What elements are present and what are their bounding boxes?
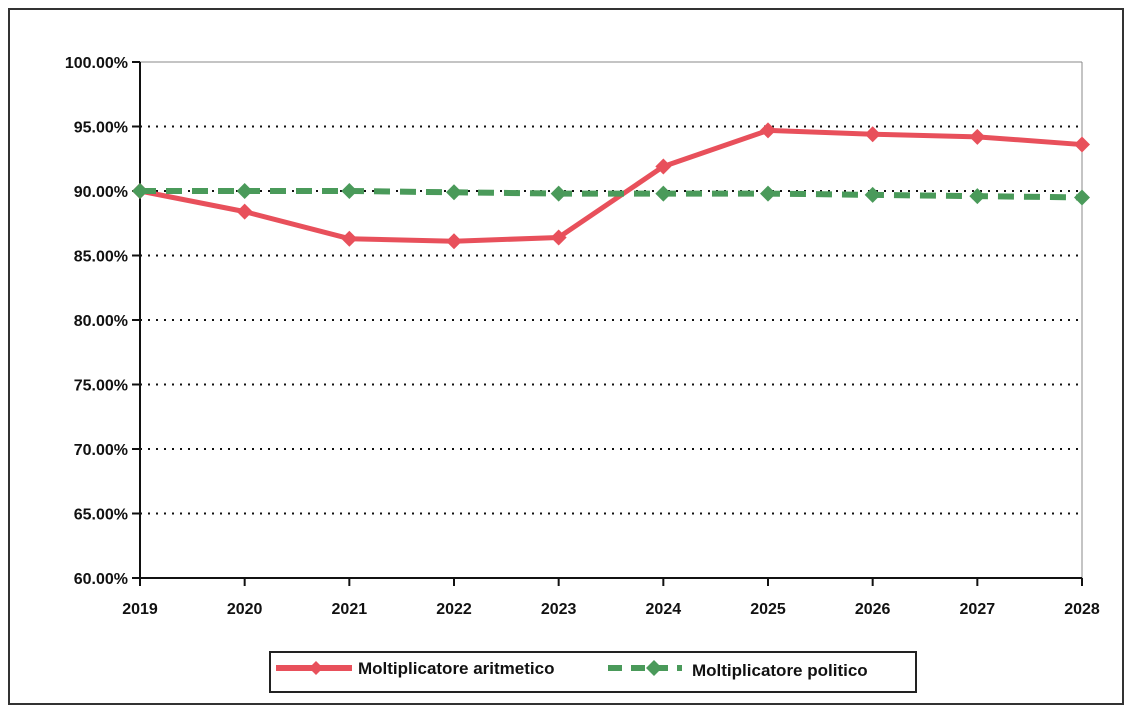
y-tick-label: 95.00% (74, 120, 128, 137)
legend: Moltiplicatore aritmetico Moltiplicatore… (269, 651, 917, 693)
x-tick-label: 2025 (750, 601, 786, 618)
y-tick-label: 90.00% (74, 184, 128, 201)
y-axis-tick-labels: 60.00% 65.00% 70.00% 75.00% 80.00% 85.00% 90.0… (65, 55, 128, 588)
x-axis-tick-labels: 2019 2020 2021 2022 2023 2024 2025 2026 2027 2028 (122, 601, 1100, 618)
series-1-point (655, 185, 672, 202)
y-tick-label: 100.00% (65, 55, 128, 72)
series-0-point (236, 203, 253, 220)
legend-politico-marker (646, 660, 662, 676)
series-0-point (446, 233, 462, 250)
series-line-1 (140, 188, 1083, 201)
axes (132, 61, 1083, 586)
series-1-point (969, 188, 986, 205)
y-tick-label: 75.00% (74, 378, 128, 395)
y-tick-label: 60.00% (74, 571, 128, 588)
series-1-point (1074, 189, 1090, 206)
x-tick-label: 2028 (1064, 601, 1100, 618)
series-0-point (760, 122, 776, 139)
series-1-point (132, 183, 148, 199)
series-0-point (341, 230, 358, 247)
x-tick-label: 2024 (646, 601, 682, 618)
series-0-point (550, 229, 567, 246)
series-1-point (341, 183, 358, 199)
y-tick-label: 80.00% (74, 313, 128, 330)
legend-aritmetico-label: Moltiplicatore aritmetico (358, 659, 554, 678)
x-tick-label: 2019 (122, 601, 158, 618)
series-1-point (550, 185, 567, 202)
series-1-point (446, 184, 462, 201)
x-tick-label: 2027 (960, 601, 996, 618)
series-group (132, 122, 1090, 250)
x-tick-label: 2023 (541, 601, 577, 618)
legend-aritmetico-marker (309, 661, 323, 675)
y-tick-label: 85.00% (74, 249, 128, 266)
series-1-point (760, 185, 776, 202)
series-line-0 (139, 127, 1083, 244)
chart-frame (8, 8, 1124, 705)
x-tick-label: 2020 (227, 601, 263, 618)
y-tick-label: 65.00% (74, 507, 128, 524)
y-tick-label: 70.00% (74, 442, 128, 459)
series-0-point (1074, 136, 1090, 153)
series-1-point (236, 183, 253, 199)
grid-lines (140, 125, 1082, 515)
legend-politico-label: Moltiplicatore politico (692, 661, 868, 680)
x-tick-label: 2021 (332, 601, 368, 618)
series-0-point (864, 126, 881, 143)
x-tick-label: 2026 (855, 601, 891, 618)
series-1-point (864, 186, 881, 203)
series-0-point (969, 128, 986, 145)
series-0-point (655, 158, 672, 175)
legend-box (269, 651, 917, 693)
x-tick-label: 2022 (436, 601, 472, 618)
